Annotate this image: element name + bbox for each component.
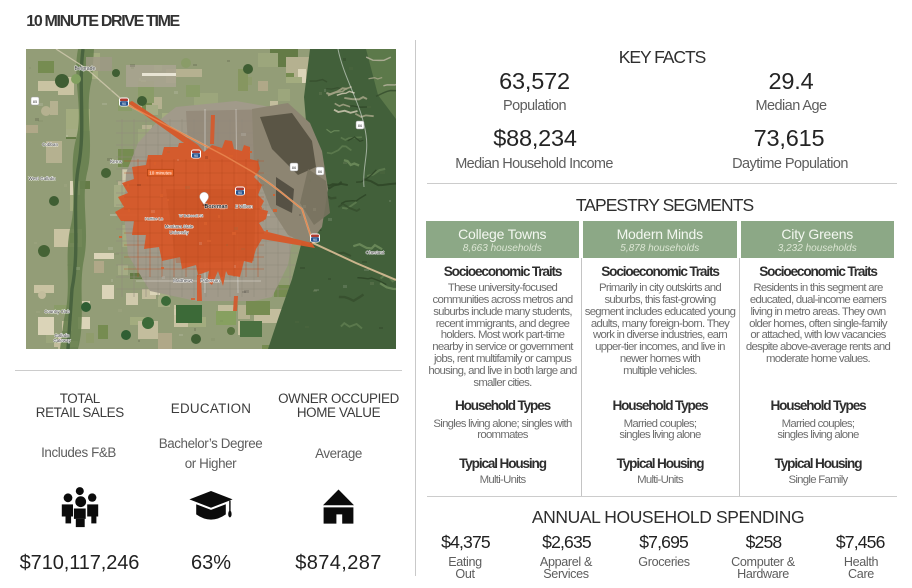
svg-text:Patterson: Patterson xyxy=(200,278,220,283)
svg-text:E Willson: E Willson xyxy=(235,204,253,209)
svg-text:Huffine Ln: Huffine Ln xyxy=(145,216,163,221)
svg-text:86: 86 xyxy=(292,165,297,170)
svg-text:Matthews: Matthews xyxy=(173,278,193,283)
svg-text:University: University xyxy=(169,230,189,235)
svg-text:90: 90 xyxy=(122,102,126,106)
svg-text:86: 86 xyxy=(358,123,363,128)
svg-text:90: 90 xyxy=(238,191,242,195)
svg-text:W Babcock St: W Babcock St xyxy=(179,214,204,218)
svg-text:85: 85 xyxy=(33,99,38,104)
svg-text:Bozeman: Bozeman xyxy=(204,204,227,210)
svg-text:Chestnut: Chestnut xyxy=(366,250,385,255)
svg-text:Belgrade: Belgrade xyxy=(75,66,96,72)
svg-text:86: 86 xyxy=(318,169,323,174)
svg-text:Kerns: Kerns xyxy=(110,159,123,164)
svg-text:Gateway: Gateway xyxy=(53,338,71,343)
svg-text:Country Club: Country Club xyxy=(44,309,70,314)
svg-text:Gallatin: Gallatin xyxy=(55,333,70,338)
svg-text:90: 90 xyxy=(194,154,198,158)
svg-text:West Gallatin: West Gallatin xyxy=(28,176,56,181)
svg-text:10 minutes: 10 minutes xyxy=(149,170,172,175)
svg-text:90: 90 xyxy=(313,238,317,242)
svg-text:Montana State: Montana State xyxy=(165,224,194,229)
svg-text:Cobban: Cobban xyxy=(42,142,59,147)
